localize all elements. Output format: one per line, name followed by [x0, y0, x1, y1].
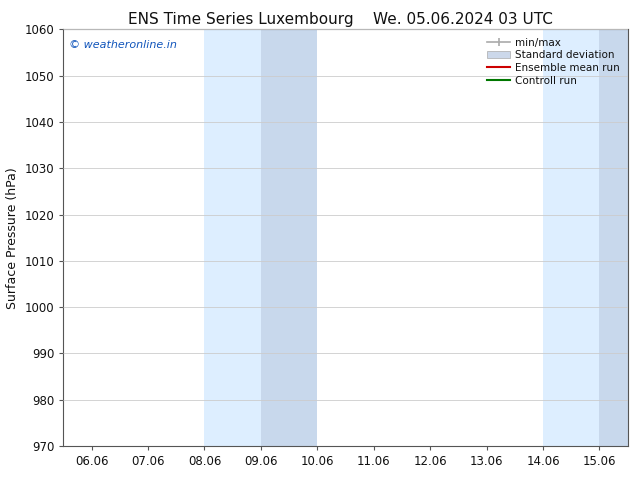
Y-axis label: Surface Pressure (hPa): Surface Pressure (hPa)	[6, 167, 19, 309]
Bar	[600, 29, 628, 446]
Text: We. 05.06.2024 03 UTC: We. 05.06.2024 03 UTC	[373, 12, 553, 27]
Bar	[204, 29, 317, 446]
Legend: min/max, Standard deviation, Ensemble mean run, Controll run: min/max, Standard deviation, Ensemble me…	[484, 35, 623, 89]
Bar	[261, 29, 317, 446]
Text: © weatheronline.in: © weatheronline.in	[69, 40, 177, 50]
Text: ENS Time Series Luxembourg: ENS Time Series Luxembourg	[128, 12, 354, 27]
Bar	[543, 29, 628, 446]
